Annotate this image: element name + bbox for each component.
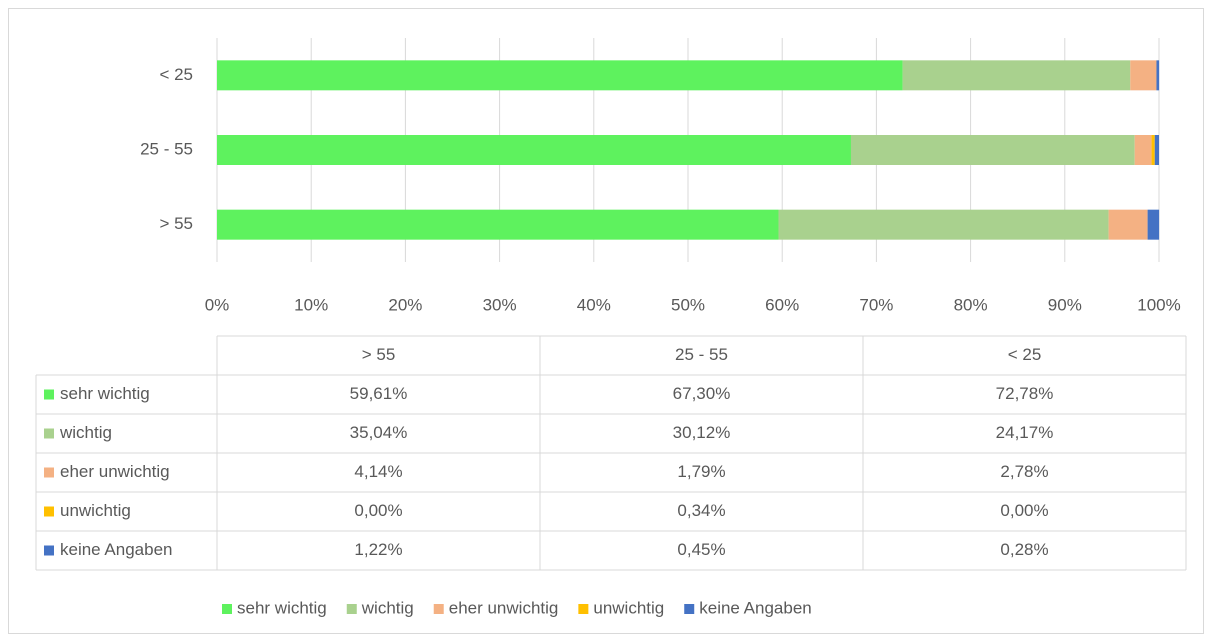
table-cell: 72,78%: [996, 384, 1054, 403]
bar-segment: [1134, 135, 1152, 165]
bar-segment: [1108, 209, 1148, 240]
legend-key: [578, 604, 589, 614]
table-legend-key: [44, 506, 54, 517]
table-row-label: sehr wichtig: [60, 384, 150, 403]
table-legend-key: [44, 389, 54, 400]
bar-segment: [217, 60, 903, 91]
table-cell: 30,12%: [673, 423, 731, 442]
table-legend-key: [44, 428, 54, 439]
bar-segment: [902, 60, 1131, 91]
x-tick-label: 80%: [954, 295, 988, 314]
table-cell: 1,79%: [677, 462, 725, 481]
legend-label: sehr wichtig: [237, 598, 327, 617]
x-tick-label: 20%: [388, 295, 422, 314]
bar-segment: [850, 135, 1135, 165]
table-cell: 0,34%: [677, 501, 725, 520]
table-legend-key: [44, 467, 54, 478]
table-row-label: wichtig: [59, 423, 112, 442]
legend-key: [684, 604, 695, 614]
table-cell: 0,00%: [354, 501, 402, 520]
table-cell: 4,14%: [354, 462, 402, 481]
x-tick-label: 10%: [294, 295, 328, 314]
table-cell: 0,00%: [1000, 501, 1048, 520]
table-cell: 2,78%: [1000, 462, 1048, 481]
bar-segment: [778, 209, 1109, 240]
table-cell: 67,30%: [673, 384, 731, 403]
x-tick-label: 0%: [205, 295, 230, 314]
table-cell: 0,28%: [1000, 540, 1048, 559]
table-cell: 35,04%: [350, 423, 408, 442]
bar-segment: [1151, 135, 1155, 165]
bar-segment: [217, 135, 851, 165]
x-tick-label: 60%: [765, 295, 799, 314]
table-row-label: keine Angaben: [60, 540, 173, 559]
y-tick-label: > 55: [159, 214, 193, 233]
bar-segment: [1154, 135, 1159, 165]
table-header: < 25: [1008, 345, 1042, 364]
table-cell: 59,61%: [350, 384, 408, 403]
x-tick-label: 30%: [483, 295, 517, 314]
legend-key: [346, 604, 357, 614]
legend-label: eher unwichtig: [449, 598, 559, 617]
legend-key: [433, 604, 444, 614]
table-row-label: eher unwichtig: [60, 462, 170, 481]
chart-border: [8, 8, 1204, 634]
legend-key: [222, 604, 232, 614]
bar-segment: [1147, 209, 1160, 240]
x-tick-label: 100%: [1137, 295, 1180, 314]
table-cell: 0,45%: [677, 540, 725, 559]
legend-label: wichtig: [361, 598, 414, 617]
bar-segment: [217, 209, 779, 240]
legend-label: keine Angaben: [699, 598, 812, 617]
x-tick-label: 90%: [1048, 295, 1082, 314]
bar-segment: [1156, 60, 1160, 91]
table-legend-key: [44, 545, 54, 556]
legend-label: unwichtig: [593, 598, 664, 617]
x-tick-label: 70%: [859, 295, 893, 314]
table-row-label: unwichtig: [60, 501, 131, 520]
table-header: 25 - 55: [675, 345, 728, 364]
y-tick-label: 25 - 55: [140, 139, 193, 158]
table-cell: 1,22%: [354, 540, 402, 559]
y-tick-label: < 25: [159, 65, 193, 84]
table-header: > 55: [362, 345, 396, 364]
table-cell: 24,17%: [996, 423, 1054, 442]
x-tick-label: 50%: [671, 295, 705, 314]
x-tick-label: 40%: [577, 295, 611, 314]
bar-segment: [1130, 60, 1157, 91]
